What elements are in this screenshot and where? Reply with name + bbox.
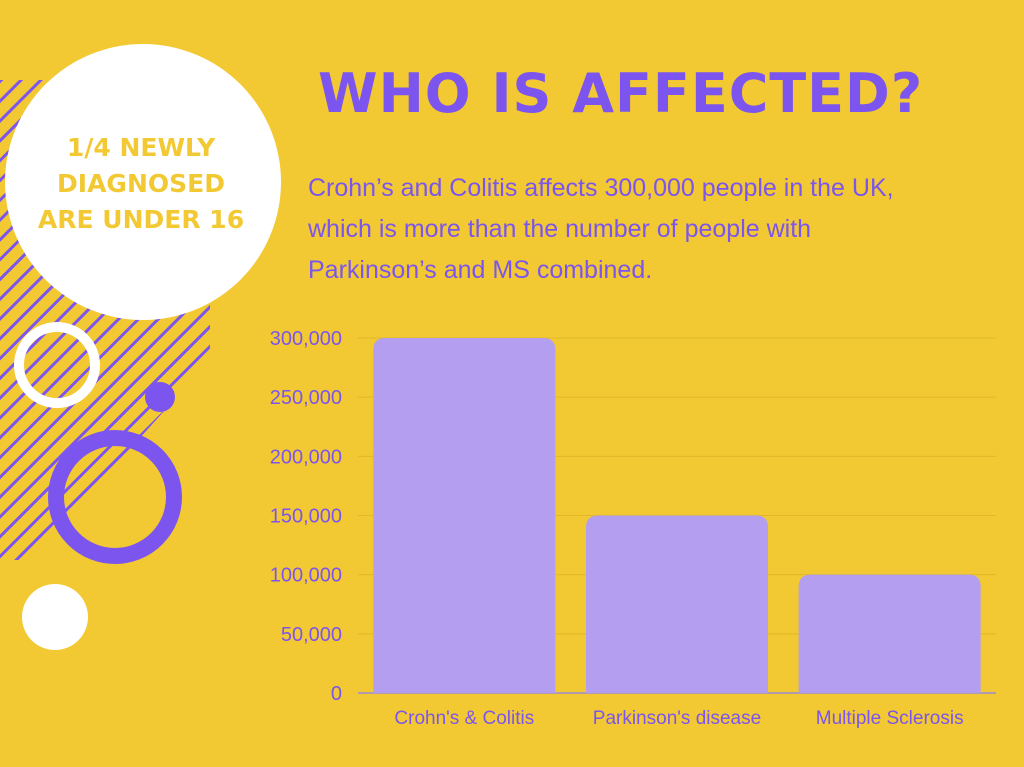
x-category-label: Multiple Sclerosis [816,708,964,729]
bar [586,515,768,693]
intro-line-1: Crohn’s and Colitis affects 300,000 peop… [308,174,894,202]
y-tick-label: 50,000 [281,624,342,646]
white-circle-badge [5,44,281,320]
y-tick-label: 200,000 [270,446,342,468]
y-tick-label: 100,000 [270,565,342,587]
purple-ring [48,430,182,564]
badge-line-2: DIAGNOSED [57,169,225,198]
x-category-label: Parkinson's disease [593,708,761,729]
intro-text: Crohn’s and Colitis affects 300,000 peop… [308,168,1008,291]
x-category-label: Crohn's & Colitis [394,708,534,729]
white-dot [22,584,88,650]
y-tick-label: 250,000 [270,387,342,409]
intro-line-3: Parkinson’s and MS combined. [308,256,653,284]
y-tick-label: 0 [331,683,342,705]
intro-line-2: which is more than the number of people … [308,215,812,243]
y-tick-label: 150,000 [270,506,342,528]
small-purple-dot [145,382,175,412]
y-tick-label: 300,000 [270,328,342,350]
bar [373,338,556,693]
bar [798,574,981,693]
page-title: WHO IS AFFECTED? [318,62,924,125]
white-ring [14,322,100,408]
stat-badge: 1/4 NEWLY DIAGNOSED ARE UNDER 16 [18,130,264,238]
badge-line-3: ARE UNDER 16 [37,205,245,234]
badge-line-1: 1/4 NEWLY [66,133,216,162]
